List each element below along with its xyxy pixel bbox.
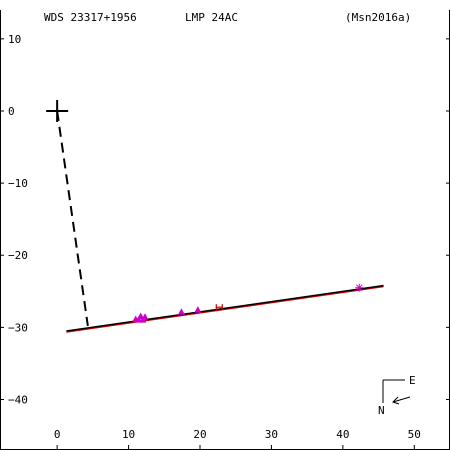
x-tick-label: 30 [265, 428, 278, 441]
compass-east-label: E [409, 374, 416, 387]
x-tick-label: 10 [122, 428, 135, 441]
y-tick-label: 10 [8, 33, 21, 46]
y-tick-label: −30 [8, 321, 28, 334]
x-tick-label: 50 [408, 428, 421, 441]
x-tick-label: 20 [193, 428, 206, 441]
observation-point [194, 306, 202, 313]
y-tick-label: −40 [8, 394, 28, 407]
hipparcos-point [215, 304, 223, 311]
motion-arrow-icon [392, 396, 411, 403]
chart-marks [46, 99, 384, 333]
motion-arrowhead-icon [392, 396, 400, 405]
discoverer-code: LMP 24AC [185, 11, 238, 24]
compass-rose: E N [378, 374, 416, 417]
observation-point [141, 313, 149, 320]
observation-point [355, 283, 364, 292]
y-tick-label: −20 [8, 249, 28, 262]
compass-north-label: N [378, 404, 385, 417]
node-line [56, 110, 89, 327]
x-tick-label: 40 [336, 428, 349, 441]
wds-id: WDS 23317+1956 [44, 11, 137, 24]
x-tick-label: 0 [54, 428, 61, 441]
observation-point [177, 308, 185, 315]
orbit-segment [66, 284, 384, 332]
y-tick-label: 0 [8, 105, 15, 118]
orbit-reference: (Msn2016a) [345, 11, 411, 24]
observation-star-stroke [355, 284, 363, 292]
orbit-segment-outline [66, 285, 384, 333]
y-tick-label: −10 [8, 177, 28, 190]
